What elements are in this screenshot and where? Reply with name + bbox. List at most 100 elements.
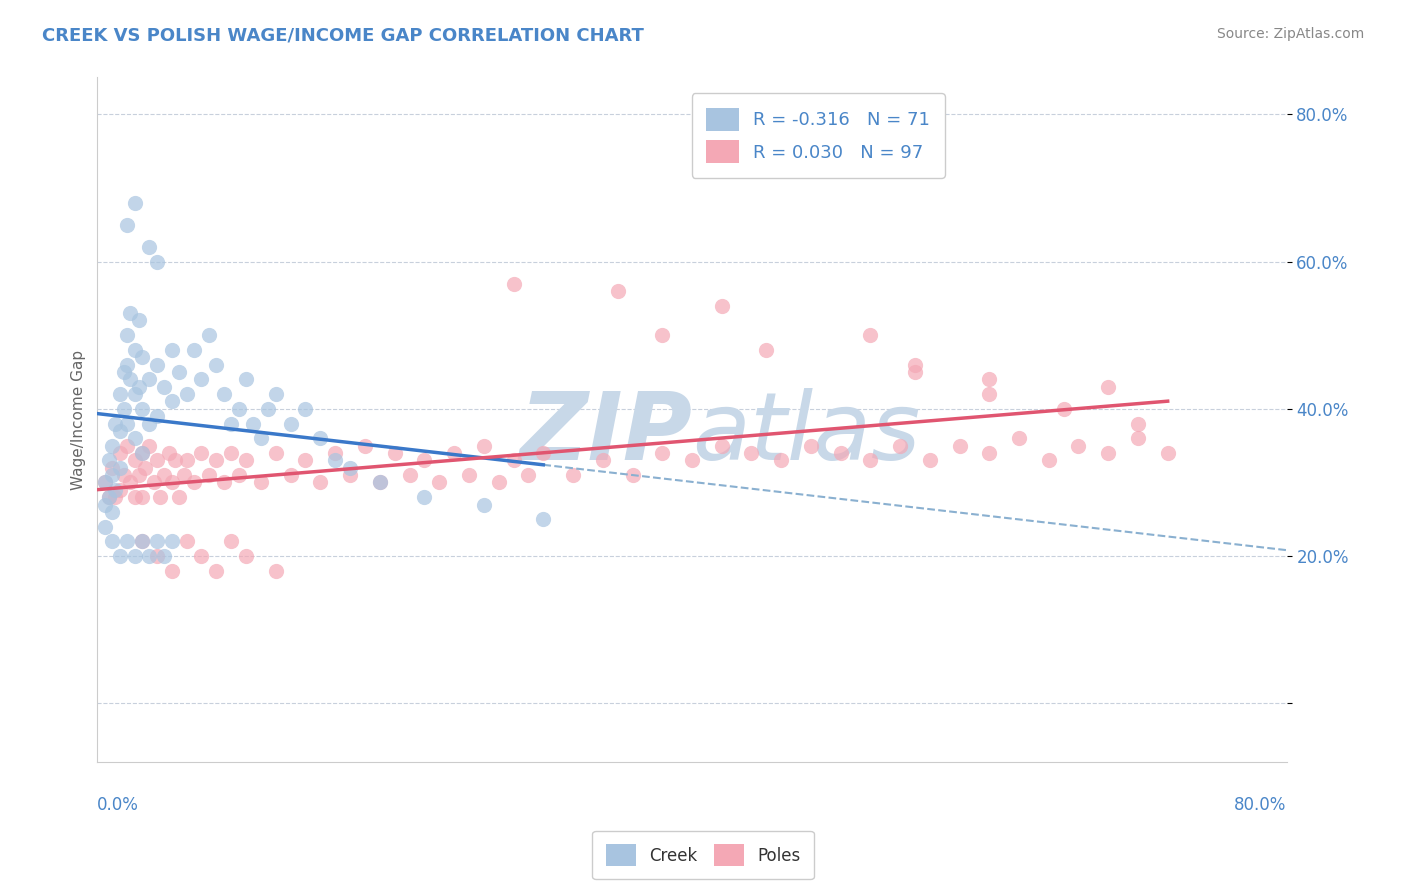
Point [228, 401, 250, 416]
Point [124, 343, 146, 357]
Point [94, 475, 117, 490]
Point [368, 475, 391, 490]
Point [128, 380, 150, 394]
Point [979, 372, 1001, 386]
Point [131, 401, 153, 416]
Point [212, 387, 235, 401]
Point [427, 475, 450, 490]
Point [198, 468, 221, 483]
Point [131, 490, 153, 504]
Legend: Creek, Poles: Creek, Poles [592, 831, 814, 880]
Point [413, 453, 436, 467]
Point [280, 468, 302, 483]
Text: atlas: atlas [692, 388, 920, 479]
Point [517, 468, 540, 483]
Point [250, 475, 273, 490]
Point [108, 424, 131, 438]
Point [146, 254, 169, 268]
Point [115, 358, 138, 372]
Point [98, 490, 121, 504]
Point [134, 460, 156, 475]
Point [104, 483, 127, 497]
Point [242, 417, 264, 431]
Point [124, 490, 146, 504]
Point [979, 446, 1001, 460]
Point [1126, 431, 1149, 445]
Point [124, 431, 146, 445]
Point [146, 549, 169, 563]
Point [235, 453, 257, 467]
Point [120, 475, 142, 490]
Point [128, 468, 150, 483]
Y-axis label: Wage/Income Gap: Wage/Income Gap [72, 350, 86, 490]
Point [502, 277, 524, 291]
Point [264, 387, 287, 401]
Point [131, 446, 153, 460]
Point [160, 394, 183, 409]
Point [128, 313, 150, 327]
Point [94, 475, 117, 490]
Point [531, 512, 554, 526]
Point [651, 446, 673, 460]
Point [339, 468, 361, 483]
Point [138, 439, 160, 453]
Point [502, 453, 524, 467]
Point [205, 564, 228, 578]
Point [770, 453, 793, 467]
Point [120, 306, 142, 320]
Text: 0.0%: 0.0% [97, 797, 139, 814]
Point [176, 453, 198, 467]
Point [443, 446, 465, 460]
Point [621, 468, 644, 483]
Point [228, 468, 250, 483]
Point [948, 439, 970, 453]
Point [183, 475, 205, 490]
Point [904, 365, 927, 379]
Point [472, 439, 495, 453]
Point [160, 564, 183, 578]
Point [115, 328, 138, 343]
Point [101, 439, 124, 453]
Point [131, 350, 153, 364]
Point [294, 401, 316, 416]
Point [309, 431, 332, 445]
Point [183, 343, 205, 357]
Point [681, 453, 703, 467]
Point [160, 534, 183, 549]
Point [710, 439, 733, 453]
Point [264, 446, 287, 460]
Point [219, 534, 242, 549]
Point [138, 372, 160, 386]
Point [918, 453, 941, 467]
Point [264, 564, 287, 578]
Point [205, 358, 228, 372]
Point [157, 446, 180, 460]
Point [190, 372, 212, 386]
Point [219, 417, 242, 431]
Point [562, 468, 585, 483]
Point [101, 460, 124, 475]
Point [979, 387, 1001, 401]
Point [138, 240, 160, 254]
Point [250, 431, 273, 445]
Point [173, 468, 195, 483]
Point [1052, 401, 1074, 416]
Point [488, 475, 510, 490]
Point [205, 453, 228, 467]
Point [198, 328, 221, 343]
Point [160, 343, 183, 357]
Point [354, 439, 377, 453]
Point [413, 490, 436, 504]
Legend: R = -0.316   N = 71, R = 0.030   N = 97: R = -0.316 N = 71, R = 0.030 N = 97 [692, 94, 945, 178]
Point [101, 505, 124, 519]
Point [131, 534, 153, 549]
Point [160, 475, 183, 490]
Point [458, 468, 481, 483]
Point [1097, 380, 1119, 394]
Point [112, 468, 135, 483]
Point [755, 343, 778, 357]
Point [1038, 453, 1060, 467]
Point [124, 387, 146, 401]
Point [108, 483, 131, 497]
Point [108, 387, 131, 401]
